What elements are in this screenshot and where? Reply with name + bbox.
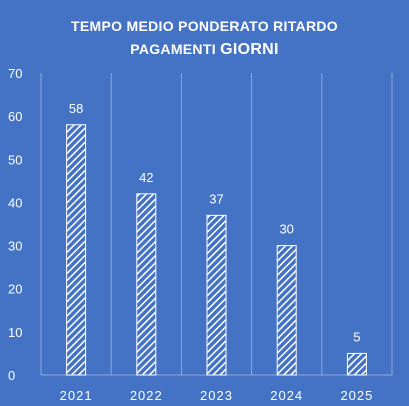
y-tick-label: 50: [8, 152, 22, 167]
data-label-2025: 5: [353, 329, 360, 344]
data-label-2024: 30: [279, 222, 293, 237]
bar-2023: [206, 214, 227, 376]
bar-2022: [136, 193, 157, 376]
data-label-2022: 42: [139, 170, 153, 185]
bar-2021: [66, 124, 87, 376]
x-tick-label-2021: 2021: [60, 388, 93, 403]
x-tick-label-2025: 2025: [340, 388, 373, 403]
bar-2024: [276, 245, 297, 376]
y-tick-label: 20: [8, 282, 22, 297]
chart-title-emphasis: GIORNI: [220, 41, 279, 58]
x-tick-label-2022: 2022: [130, 388, 163, 403]
chart-title-line-2: PAGAMENTI GIORNI: [0, 41, 409, 59]
data-label-2023: 37: [209, 191, 223, 206]
x-tick-label-2024: 2024: [270, 388, 303, 403]
chart-title-prefix: PAGAMENTI: [130, 41, 221, 57]
chart-title-line-1: TEMPO MEDIO PONDERATO RITARDO: [71, 18, 338, 34]
y-tick-label: 0: [8, 368, 15, 383]
y-tick-label: 30: [8, 239, 22, 254]
bar-2025: [346, 352, 367, 376]
y-tick-label: 60: [8, 109, 22, 124]
y-tick-label: 40: [8, 195, 22, 210]
x-tick-label-2023: 2023: [200, 388, 233, 403]
y-tick-label: 10: [8, 325, 22, 340]
y-tick-label: 70: [8, 66, 22, 81]
data-label-2021: 58: [69, 101, 83, 116]
